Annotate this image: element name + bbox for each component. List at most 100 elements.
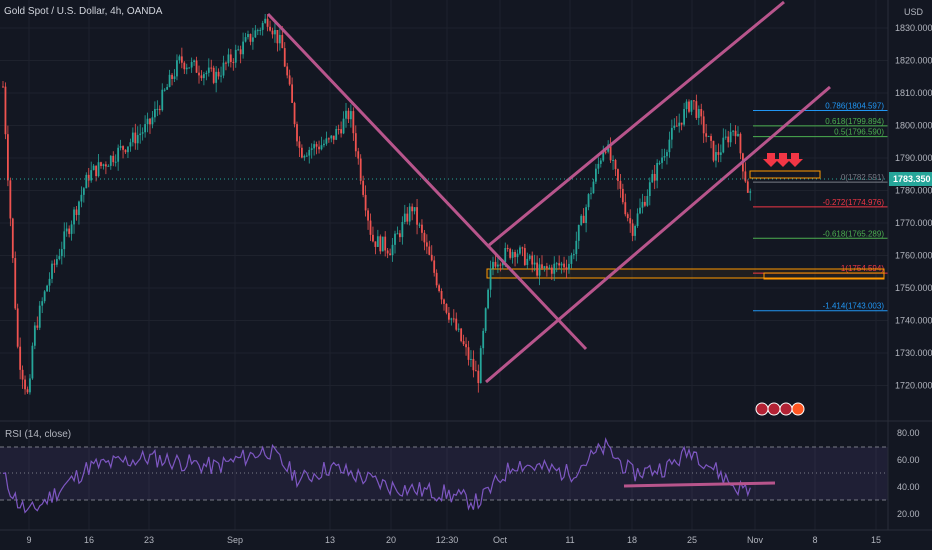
candle-body[interactable] [85,174,88,189]
candlestick-series[interactable] [2,13,752,395]
candle-body[interactable] [399,233,401,238]
candle-body[interactable] [100,162,102,166]
candle-body[interactable] [467,347,470,360]
candle-body[interactable] [112,155,115,163]
candle-body[interactable] [435,272,438,286]
candle-body[interactable] [450,318,453,320]
candle-body[interactable] [207,67,210,73]
candle-body[interactable] [234,49,237,63]
candle-body[interactable] [484,308,487,331]
candle-body[interactable] [448,312,450,320]
candle-body[interactable] [229,54,232,62]
candle-body[interactable] [271,30,274,35]
candle-body[interactable] [327,138,330,140]
candle-body[interactable] [644,201,646,206]
candle-body[interactable] [511,252,514,258]
candle-body[interactable] [337,129,340,131]
candle-body[interactable] [438,285,440,292]
candle-body[interactable] [90,170,93,181]
candle-body[interactable] [158,108,161,111]
candle-body[interactable] [673,125,676,128]
candle-body[interactable] [430,254,433,261]
candle-body[interactable] [320,145,323,150]
candle-body[interactable] [33,325,36,346]
candle-body[interactable] [634,226,636,236]
candle-body[interactable] [614,159,617,170]
candle-body[interactable] [239,49,242,55]
price-axis[interactable]: USD 1830.000 1820.000 1810.000 1800.000 1790… [887,0,932,530]
candle-body[interactable] [215,71,218,83]
down-arrow-icon[interactable] [787,153,803,167]
candle-body[interactable] [330,135,333,139]
candle-body[interactable] [308,149,311,156]
candle-body[interactable] [82,188,85,195]
event-icon[interactable] [791,402,805,416]
candle-body[interactable] [563,263,565,268]
candle-body[interactable] [203,74,205,79]
candle-body[interactable] [87,174,90,181]
candle-body[interactable] [286,66,289,76]
candle-body[interactable] [707,136,710,138]
candle-body[interactable] [631,223,634,236]
candle-body[interactable] [144,124,146,133]
candle-body[interactable] [629,218,632,224]
candle-body[interactable] [36,325,39,328]
candle-body[interactable] [318,146,320,150]
candle-body[interactable] [739,133,742,154]
candle-body[interactable] [95,165,97,177]
candle-body[interactable] [749,191,752,193]
candle-body[interactable] [413,207,416,212]
candle-body[interactable] [210,67,213,69]
candle-body[interactable] [514,252,516,258]
candle-body[interactable] [117,147,120,162]
candle-body[interactable] [51,263,53,279]
candle-body[interactable] [443,299,445,304]
support-zone-lower[interactable] [763,272,885,280]
candle-body[interactable] [536,262,538,276]
candle-body[interactable] [313,144,316,149]
candle-body[interactable] [477,370,480,384]
support-zones[interactable] [486,170,885,280]
candle-body[interactable] [205,72,208,75]
candle-body[interactable] [609,144,612,161]
candle-body[interactable] [717,152,720,155]
candle-body[interactable] [421,224,423,233]
candle-body[interactable] [663,156,666,158]
candle-body[interactable] [21,369,24,380]
candle-body[interactable] [519,247,521,254]
candle-body[interactable] [247,34,249,38]
candle-body[interactable] [288,75,291,85]
candle-body[interactable] [595,168,597,182]
candle-body[interactable] [16,308,19,347]
candle-body[interactable] [362,180,365,195]
candle-body[interactable] [80,194,83,202]
candle-body[interactable] [141,132,144,134]
candle-body[interactable] [105,164,107,167]
candle-body[interactable] [538,264,541,276]
candle-body[interactable] [401,221,404,238]
candle-body[interactable] [296,124,298,142]
candle-body[interactable] [73,209,75,225]
candle-body[interactable] [109,155,112,166]
candle-body[interactable] [217,71,220,77]
candle-body[interactable] [347,110,350,120]
candle-body[interactable] [274,29,276,35]
candle-body[interactable] [195,60,198,73]
candle-body[interactable] [193,60,195,62]
candle-body[interactable] [107,165,110,167]
candle-body[interactable] [65,228,68,232]
candle-body[interactable] [408,206,411,222]
candle-body[interactable] [325,138,328,144]
candle-body[interactable] [541,264,543,269]
candle-body[interactable] [276,29,279,44]
candle-body[interactable] [391,244,394,256]
candle-body[interactable] [26,389,29,393]
candle-body[interactable] [357,151,360,159]
candle-body[interactable] [693,100,695,102]
candle-body[interactable] [479,348,482,384]
us-flag-event-icon[interactable] [779,402,793,416]
candle-body[interactable] [648,182,651,197]
candle-body[interactable] [705,133,708,137]
candle-body[interactable] [367,210,369,221]
candle-body[interactable] [599,160,602,164]
